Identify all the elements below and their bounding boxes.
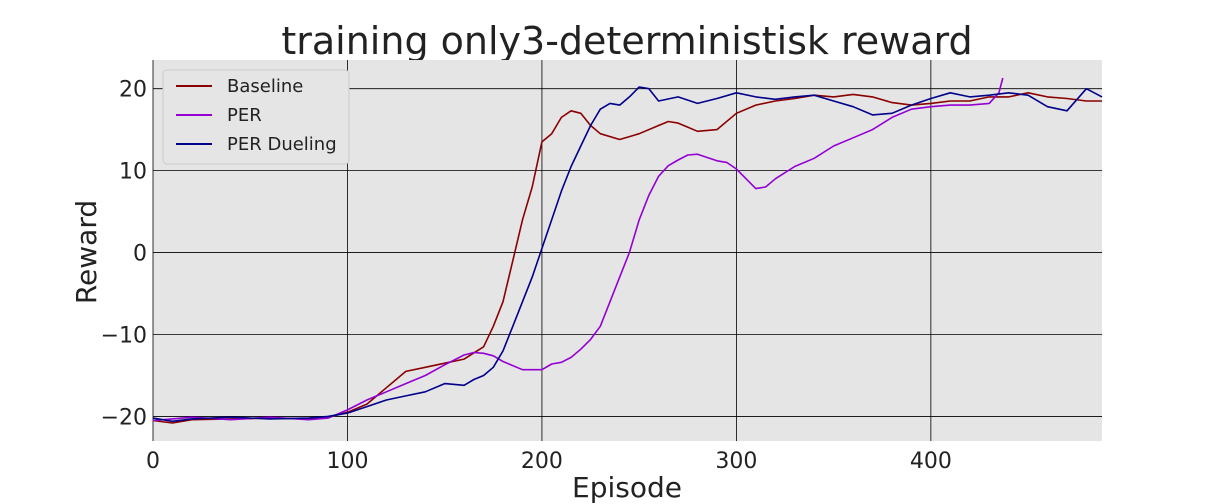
x-tick-label: 400 <box>910 449 952 474</box>
tick-labels: 0 100 200 300 400 −20 −10 0 10 20 <box>101 78 952 474</box>
x-axis-label: Episode <box>572 471 682 504</box>
y-tick-label: 10 <box>119 160 147 185</box>
y-tick-label: 0 <box>133 242 147 267</box>
legend-label-per: PER <box>227 105 262 126</box>
series-line-per <box>152 77 1004 422</box>
series-line-per-dueling <box>152 86 1103 423</box>
chart-title: training only3-deterministisk reward <box>281 19 972 63</box>
x-tick-label: 200 <box>521 449 563 474</box>
y-axis-label: Reward <box>70 200 103 304</box>
series-line-baseline <box>152 92 1102 424</box>
y-tick-label: −10 <box>101 323 147 348</box>
series-lines <box>152 77 1103 424</box>
x-tick-label: 100 <box>326 449 368 474</box>
legend: Baseline PER PER Dueling <box>162 69 350 165</box>
x-tick-label: 300 <box>715 449 757 474</box>
legend-label-per-dueling: PER Dueling <box>227 134 337 155</box>
y-tick-label: 20 <box>119 78 147 103</box>
y-tick-label: −20 <box>101 405 147 430</box>
x-tick-label: 0 <box>146 449 160 474</box>
legend-label-baseline: Baseline <box>227 76 303 97</box>
legend-box <box>162 69 350 165</box>
